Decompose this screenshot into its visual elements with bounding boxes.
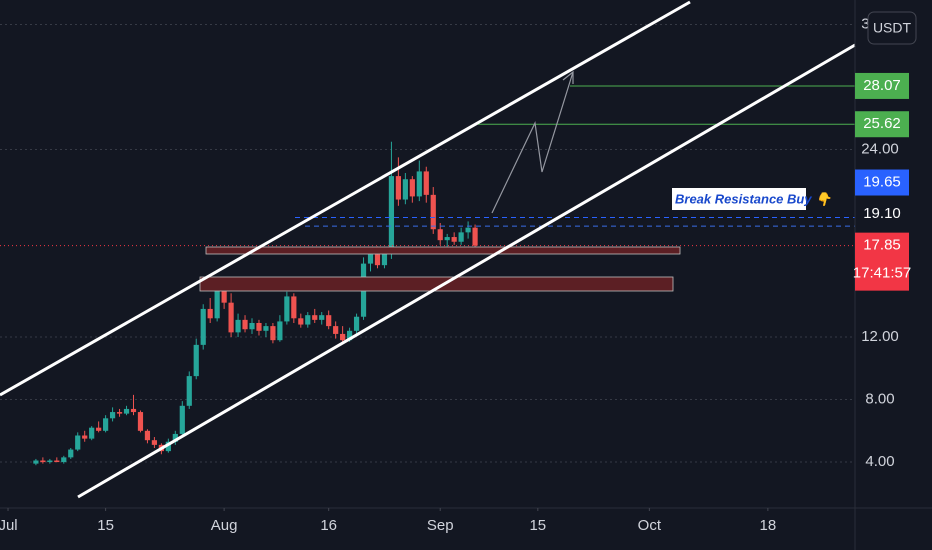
candle-body: [68, 449, 74, 458]
projection-path: [491, 71, 574, 214]
candle-body: [61, 457, 67, 463]
candle-body: [340, 333, 346, 341]
candle-body: [381, 252, 388, 266]
candle-body: [305, 315, 311, 325]
candle-body: [165, 441, 171, 452]
y-tick-label: 24.00: [861, 141, 899, 158]
x-tick-label: 16: [320, 517, 337, 534]
candle-body: [54, 460, 60, 463]
candle-body: [96, 427, 102, 431]
y-tick-label: 12.00: [861, 328, 899, 345]
candle-body: [207, 308, 213, 319]
price-label: 28.07: [863, 77, 901, 94]
currency: USDT: [873, 20, 912, 36]
candle-body: [333, 326, 339, 334]
price-label: 25.62: [863, 115, 901, 132]
candle-body: [221, 288, 227, 303]
candle-body: [451, 237, 457, 242]
candle-body: [423, 171, 429, 195]
candle-body: [82, 435, 88, 439]
price-label: 19.10: [863, 205, 901, 222]
candle-body: [179, 405, 185, 434]
candle-body: [200, 308, 206, 345]
candle-body: [89, 427, 95, 439]
candle-body: [319, 315, 325, 320]
candle-body: [326, 315, 332, 327]
price-label-box: [855, 169, 909, 196]
candle-body: [374, 254, 381, 266]
candle-body: [228, 302, 234, 333]
x-tick-label: 15: [97, 517, 114, 534]
candle-body: [458, 232, 464, 242]
x-tick-label: Sep: [427, 517, 454, 534]
candle-body: [123, 408, 130, 414]
candle-body: [270, 326, 276, 341]
annotation: Break Resistance Buy 👇: [675, 191, 833, 207]
price-label-box: [855, 111, 909, 138]
price-label-box: [855, 72, 909, 99]
channel-upper: [0, 0, 691, 397]
candle-body: [263, 326, 269, 331]
currency-badge[interactable]: [867, 11, 917, 45]
candle-body: [416, 171, 422, 197]
candle-body: [472, 227, 478, 246]
candle-body: [353, 316, 360, 331]
annotation-box: [672, 188, 806, 210]
candle-body: [193, 344, 199, 377]
arrow-head: [562, 70, 574, 84]
candle-body: [388, 176, 395, 253]
candle-body: [109, 412, 116, 419]
candle-body: [402, 179, 408, 200]
candle-body: [75, 435, 81, 450]
plot-area: [0, 24, 855, 466]
price-label-box: [855, 232, 909, 291]
countdown: 17:41:57: [853, 265, 911, 282]
candle-body: [367, 254, 374, 264]
candle-body: [151, 440, 158, 445]
resistance-zone: [205, 246, 681, 255]
candle-body: [235, 319, 241, 333]
x-tick-label: 18: [760, 517, 777, 534]
candle-body: [312, 315, 318, 320]
candle-body: [33, 460, 39, 464]
candle-body: [130, 408, 137, 413]
candle-body: [437, 229, 443, 241]
candle-body: [395, 176, 401, 200]
candle-body: [249, 322, 255, 330]
x-tick-label: Aug: [211, 517, 238, 534]
x-tick-label: 15: [529, 517, 546, 534]
candle-body: [256, 322, 262, 331]
candle-body: [137, 412, 144, 431]
candle-body: [430, 194, 436, 230]
candle-body: [291, 296, 297, 319]
candle-body: [242, 319, 248, 330]
candle-body: [284, 296, 290, 322]
candle-body: [465, 227, 471, 233]
candle-body: [409, 179, 415, 197]
support-zone: [199, 276, 674, 292]
candle-body: [346, 330, 353, 341]
channel-lower: [77, 43, 856, 499]
candle-body: [47, 460, 53, 463]
x-tick-label: Jul: [0, 517, 18, 534]
price-label: 19.65: [863, 173, 901, 190]
candle-body: [116, 412, 123, 414]
x-tick-label: Oct: [638, 517, 662, 534]
candle-body: [40, 460, 46, 463]
y-tick-label: 8.00: [865, 391, 894, 408]
candle-body: [298, 318, 304, 325]
candle-body: [103, 418, 109, 431]
candle-body: [277, 321, 283, 341]
candle-body: [144, 430, 151, 441]
candle-body: [186, 376, 192, 406]
y-tick-label: 4.00: [865, 453, 894, 470]
axes: 4.008.0012.0024.0032.00Jul15Aug16Sep15Oc…: [0, 16, 911, 534]
candle-body: [214, 288, 220, 319]
candle-body: [172, 433, 178, 442]
candle-body: [444, 237, 450, 241]
price-label: 17.85: [863, 237, 901, 254]
